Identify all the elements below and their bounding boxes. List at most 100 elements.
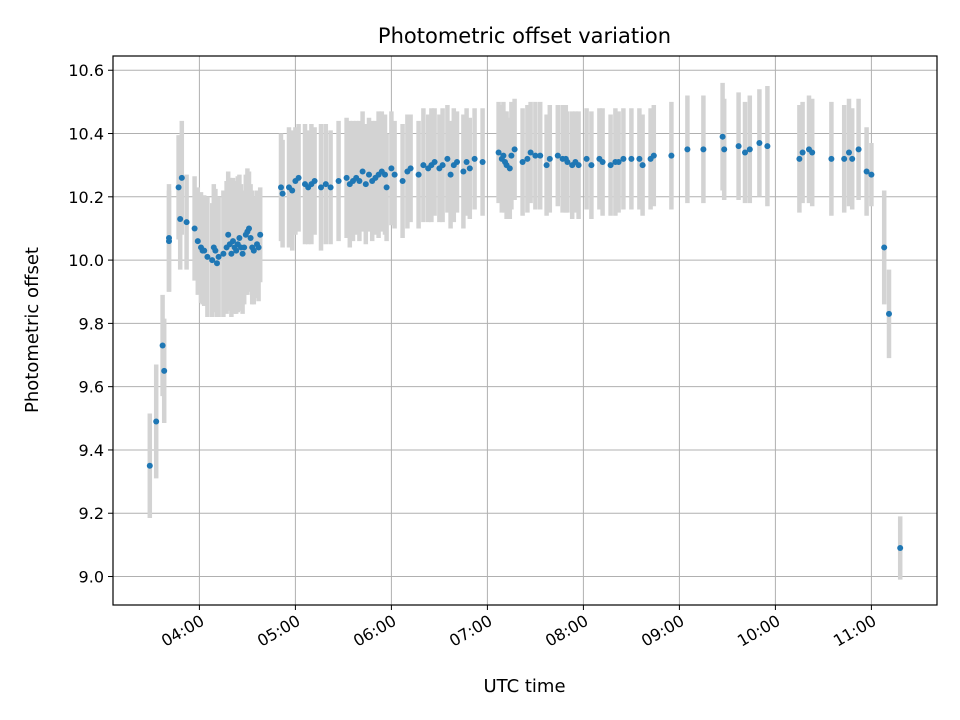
data-point [214,260,220,267]
data-point [335,177,342,184]
data-point [546,155,553,162]
data-point [201,247,208,254]
data-point [444,155,451,162]
data-point [460,168,467,175]
data-point [177,215,184,222]
data-point [650,152,657,159]
data-point [735,143,742,150]
data-point [246,225,252,232]
data-point [588,162,595,169]
data-point [241,244,248,251]
data-point [447,171,454,178]
data-point [159,342,166,349]
data-point [471,155,478,162]
data-point [524,155,531,162]
data-point [886,310,892,317]
data-point [146,462,153,469]
data-point [500,152,507,159]
data-point [236,234,243,241]
y-tick-label: 9.2 [79,504,104,523]
data-point [519,159,526,166]
data-point [841,155,848,162]
data-point [175,184,182,191]
data-point [161,367,168,374]
data-point [391,171,398,178]
data-point [881,244,888,251]
data-point [868,171,875,178]
data-point [318,184,324,191]
data-point [828,155,835,162]
data-point [508,152,515,159]
data-point [615,159,622,166]
data-point [289,187,296,194]
data-point [183,219,190,226]
data-point [194,238,201,245]
data-point [257,231,264,238]
data-point [700,146,707,153]
data-point [599,159,606,166]
data-point [212,247,219,254]
plot-frame [112,55,938,606]
data-point [466,165,473,172]
data-point [620,155,627,162]
data-point [799,149,806,156]
data-point [684,146,691,153]
data-point [809,149,816,156]
data-point [322,181,329,188]
data-point [359,168,366,175]
data-point [383,184,390,191]
data-point [564,159,571,166]
data-point [230,238,236,245]
y-tick-label: 9.8 [79,314,104,333]
data-point [463,159,470,166]
chart-title: Photometric offset variation [378,24,671,48]
data-point [250,247,257,254]
data-point [764,143,771,150]
data-point [511,146,518,153]
data-point [343,174,350,181]
data-point [420,162,427,169]
data-point [407,165,414,172]
data-point [742,149,748,156]
data-point [639,162,646,169]
data-point [756,140,763,147]
data-point [607,162,614,169]
data-point [431,159,438,166]
y-tick-label: 10.4 [68,125,104,144]
y-axis-label: Photometric offset [22,247,43,413]
data-point [204,253,211,260]
data-point [327,184,334,191]
data-point [215,253,222,260]
data-point [191,225,198,232]
data-point [439,162,446,169]
y-tick-label: 10.2 [68,188,104,207]
data-point [255,244,262,251]
data-point [532,152,539,159]
data-point [454,159,460,166]
data-point [399,177,406,184]
y-tick-label: 10.6 [68,61,104,80]
data-point [543,162,550,169]
data-point [279,190,286,197]
x-axis-label: UTC time [483,676,565,697]
data-point [628,155,635,162]
data-point [796,155,803,162]
data-point [382,171,388,178]
data-point [178,174,185,181]
data-point [575,162,582,169]
data-point [356,177,363,184]
data-point [295,174,302,181]
data-point [554,152,561,159]
data-point [220,250,227,257]
data-point [855,146,862,153]
data-points [146,133,904,552]
data-point [153,418,160,425]
y-axis: 9.0 9.2 9.4 9.6 9.8 10.0 10.2 10.4 10.6 [68,61,113,587]
data-point [362,181,369,188]
data-point [636,155,643,162]
y-tick-label: 10.0 [68,251,104,270]
data-point [721,146,728,153]
data-point [583,155,590,162]
